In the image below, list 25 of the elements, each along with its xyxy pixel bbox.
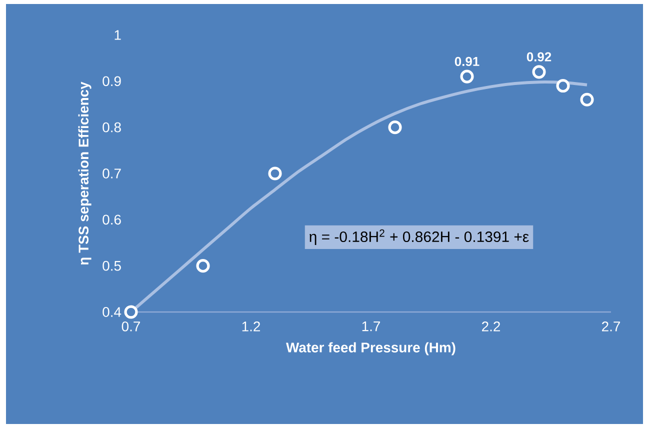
x-tick-label: 0.7 (122, 321, 140, 332)
data-label: 0.91 (454, 56, 480, 66)
point (580, 92, 594, 106)
y-tick-label: 0.4 (102, 307, 122, 317)
x-axis-title: Water feed Pressure (Hm) (286, 342, 456, 356)
x-tick-label: 2.2 (482, 321, 500, 332)
point (124, 305, 138, 319)
y-tick-label: 0.8 (102, 122, 121, 132)
y-tick-label: 0.6 (102, 214, 121, 225)
y-axis-title: η TSS seperation Efficiency (78, 82, 92, 265)
y-tick-label: 0.9 (102, 76, 121, 86)
point (460, 70, 474, 84)
point (268, 166, 282, 180)
x-tick-label: 1.7 (362, 322, 380, 332)
y-tick-label: 0.5 (102, 260, 121, 271)
y-tick-label: 1 (114, 30, 121, 40)
point (532, 65, 546, 79)
point (556, 79, 570, 93)
y-tick-label: 0.7 (102, 168, 121, 178)
x-tick-label: 1.2 (242, 321, 260, 332)
data-label: 0.92 (526, 52, 552, 62)
x-tick-label: 2.7 (602, 321, 620, 332)
annotation: η = -0.18H$^{2}$ + 0.862H - 0.1391 +ε (310, 229, 529, 246)
point (388, 120, 402, 134)
point (196, 259, 210, 273)
